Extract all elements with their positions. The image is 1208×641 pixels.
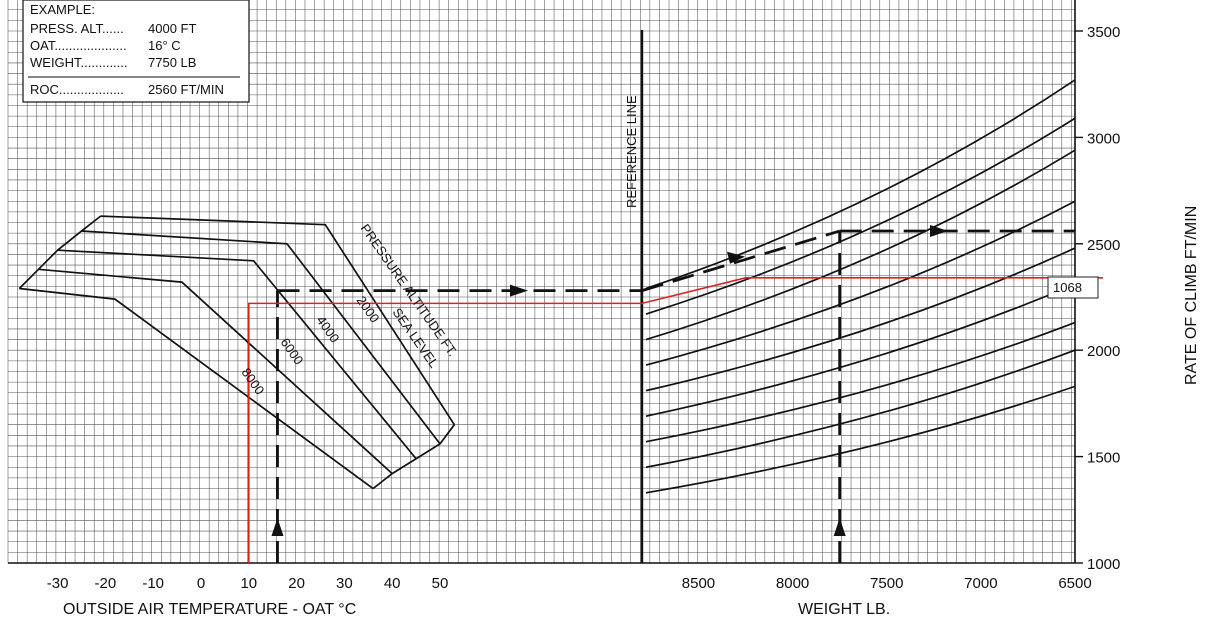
x-tick-label: 8000 [776, 575, 809, 592]
example-row-value: 4000 FT [148, 21, 196, 36]
weight-guide-line [645, 247, 1076, 392]
y-tick-label: 2000 [1087, 343, 1120, 360]
x-tick-label: 0 [197, 575, 205, 592]
weight-guide-line [645, 149, 1076, 341]
x-tick-label: 40 [384, 575, 401, 592]
x-tick-label: -10 [142, 575, 164, 592]
x-tick-label: -20 [95, 575, 117, 592]
example-box: EXAMPLE: PRESS. ALT...... 4000 FT OAT...… [22, 0, 250, 103]
pressure-altitude-curve [100, 215, 456, 426]
right-x-axis-title: WEIGHT LB. [798, 601, 890, 618]
x-tick-label: 7500 [870, 575, 903, 592]
weight-guide-line [645, 79, 1076, 290]
arrow-right-icon [510, 284, 528, 297]
arrow-right-icon [930, 225, 948, 238]
left-x-axis-title: OUTSIDE AIR TEMPERATURE - OAT °C [63, 601, 356, 618]
pressure-altitude-curve [19, 287, 374, 490]
example-row-value: 7750 LB [148, 55, 196, 70]
example-box-frame [22, 0, 250, 103]
example-result-value: 2560 FT/MIN [148, 82, 224, 97]
arrow-up-icon [271, 518, 284, 536]
example-row-label: PRESS. ALT...... [30, 21, 124, 36]
envelope-bottom-edge [372, 424, 456, 490]
x-tick-label: 8500 [682, 575, 715, 592]
x-tick-label: 50 [432, 575, 449, 592]
x-tick-label: 6500 [1058, 575, 1091, 592]
example-title: EXAMPLE: [30, 2, 95, 17]
envelope-left-edge [18, 215, 102, 290]
example-path-diagonal [641, 229, 841, 292]
chart-grid [7, 0, 1076, 564]
curve-label: 2000 [354, 293, 383, 325]
x-tick-label: 30 [336, 575, 353, 592]
x-tick-label: -30 [47, 575, 69, 592]
weight-guide-line [645, 283, 1076, 417]
example-result-label: ROC.................. [30, 82, 124, 97]
chart-curves [18, 79, 1103, 563]
overlay-label: 1068 [1053, 280, 1082, 295]
arrow-right-icon [727, 251, 745, 264]
x-tick-label: 10 [240, 575, 257, 592]
weight-guide-line [645, 349, 1076, 469]
weight-guide-line [645, 117, 1076, 315]
example-row-value: 16° C [148, 38, 181, 53]
red-overlay-path [248, 277, 1103, 563]
x-tick-label: 20 [288, 575, 305, 592]
curve-label: 4000 [314, 313, 343, 345]
y-tick-label: 2500 [1087, 237, 1120, 254]
weight-guide-line [645, 200, 1076, 366]
y-tick-label: 3500 [1087, 24, 1120, 41]
reference-line-label: REFERENCE LINE [624, 95, 639, 208]
curve-label: 6000 [278, 335, 307, 367]
weight-guide-line [645, 385, 1076, 494]
y-tick-label: 1500 [1087, 450, 1120, 467]
y-tick-label: 3000 [1087, 130, 1120, 147]
y-axis-title: RATE OF CLIMB FT/MIN [1183, 206, 1200, 385]
example-row-label: OAT.................... [30, 38, 127, 53]
overlay-label-frame [1047, 276, 1099, 299]
pressure-altitude-curve [57, 249, 417, 460]
x-tick-label: 7000 [964, 575, 997, 592]
weight-guide-line [645, 321, 1076, 443]
red-overlay-label-box: 1068 [1047, 276, 1099, 299]
chart-texts: 1000 1500 2000 2500 3000 3500 -30 -20 -10 0 10 20 30… [47, 24, 1121, 592]
y-tick-label: 1000 [1087, 556, 1120, 573]
example-row-label: WEIGHT............. [30, 55, 128, 70]
arrow-up-icon [833, 518, 846, 536]
pressure-altitude-curve [38, 268, 393, 475]
pressure-altitude-curve [81, 230, 441, 445]
